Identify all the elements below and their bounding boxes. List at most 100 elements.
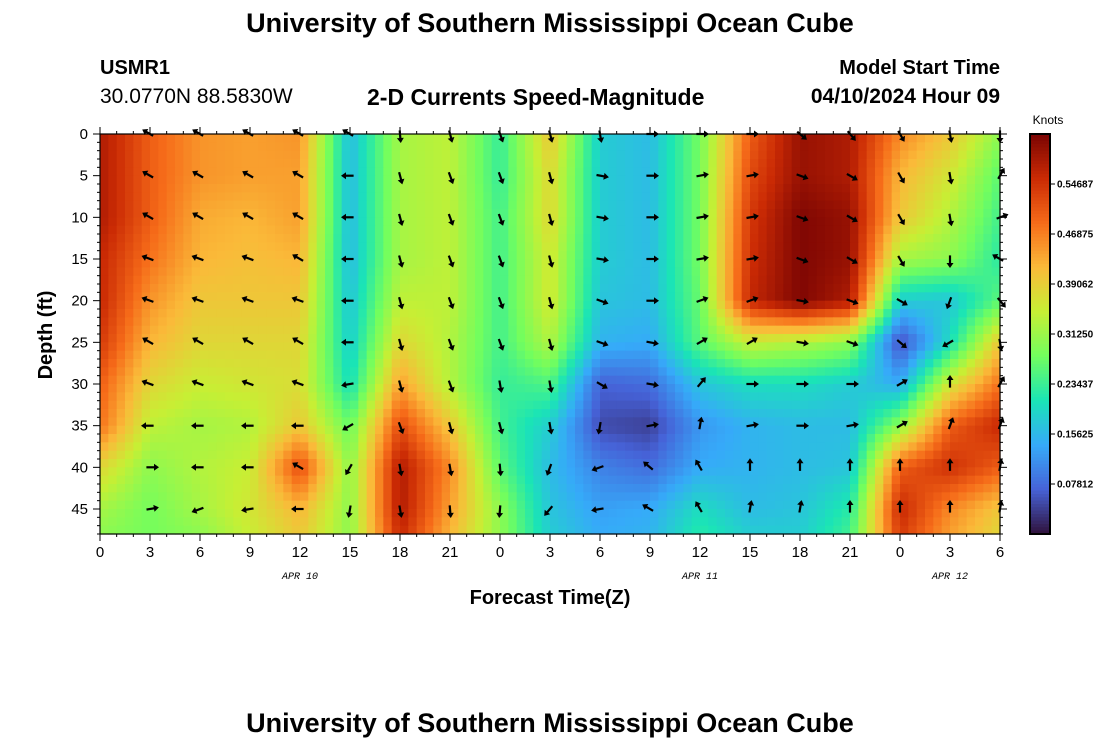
heatmap-cell — [475, 142, 484, 152]
heatmap-cell — [116, 217, 126, 227]
heatmap-cell — [325, 184, 334, 193]
heatmap-cell — [500, 459, 509, 468]
heatmap-cell — [616, 142, 626, 152]
heatmap-cell — [983, 375, 993, 385]
heatmap-cell — [808, 417, 818, 427]
heatmap-cell — [700, 492, 709, 502]
heatmap-cell — [666, 142, 676, 152]
heatmap-cell — [183, 342, 193, 352]
heatmap-cell — [216, 350, 226, 360]
heatmap-cell — [458, 142, 468, 152]
heatmap-cell — [916, 500, 926, 510]
heatmap-cell — [766, 184, 776, 193]
heatmap-cell — [533, 234, 543, 243]
heatmap-cell — [650, 392, 659, 402]
heatmap-cell — [475, 500, 484, 510]
heatmap-cell — [875, 192, 884, 202]
heatmap-cell — [375, 142, 384, 152]
heatmap-cell — [916, 425, 926, 435]
heatmap-cell — [283, 275, 293, 285]
heatmap-cell — [425, 475, 434, 485]
heatmap-cell — [458, 242, 468, 252]
heatmap-cell — [808, 475, 818, 485]
heatmap-cell — [966, 442, 976, 452]
heatmap-cell — [625, 292, 634, 302]
heatmap-cell — [925, 292, 934, 302]
heatmap-cell — [100, 434, 109, 443]
heatmap-cell — [391, 309, 401, 318]
heatmap-cell — [283, 434, 293, 443]
heatmap-cell — [433, 509, 443, 518]
heatmap-cell — [525, 350, 534, 360]
heatmap-cell — [508, 159, 518, 168]
heatmap-cell — [566, 225, 576, 235]
heatmap-cell — [683, 475, 693, 485]
heatmap-cell — [466, 459, 476, 468]
heatmap-cell — [341, 417, 351, 427]
heatmap-cell — [258, 267, 268, 277]
heatmap-cell — [816, 275, 826, 285]
heatmap-cell — [858, 167, 868, 177]
heatmap-cell — [958, 317, 968, 327]
heatmap-cell — [883, 417, 893, 427]
heatmap-cell — [225, 292, 234, 302]
heatmap-cell — [475, 250, 484, 260]
heatmap-cell — [808, 267, 818, 277]
heatmap-cell — [283, 300, 293, 310]
heatmap-cell — [683, 417, 693, 427]
heatmap-cell — [958, 492, 968, 502]
heatmap-cell — [533, 142, 543, 152]
heatmap-cell — [100, 417, 109, 427]
heatmap-cell — [883, 434, 893, 443]
heatmap-cell — [300, 309, 309, 318]
heatmap-cell — [575, 134, 584, 143]
heatmap-cell — [325, 459, 334, 468]
heatmap-cell — [908, 167, 918, 177]
heatmap-cell — [366, 334, 376, 343]
heatmap-cell — [125, 350, 134, 360]
heatmap-cell — [391, 334, 401, 343]
heatmap-cell — [833, 200, 843, 210]
heatmap-cell — [683, 267, 693, 277]
heatmap-cell — [541, 409, 551, 418]
heatmap-cell — [858, 142, 868, 152]
heatmap-cell — [150, 275, 159, 285]
heatmap-cell — [591, 217, 601, 227]
heatmap-cell — [800, 259, 809, 268]
heatmap-cell — [433, 467, 443, 477]
heatmap-cell — [675, 209, 684, 218]
heatmap-cell — [741, 317, 751, 327]
heatmap-cell — [666, 384, 676, 393]
heatmap-cell — [283, 217, 293, 227]
heatmap-cell — [291, 392, 301, 402]
heatmap-cell — [975, 275, 984, 285]
heatmap-cell — [825, 184, 834, 193]
heatmap-cell — [366, 134, 376, 143]
heatmap-cell — [191, 317, 201, 327]
heatmap-cell — [450, 367, 459, 377]
heatmap-cell — [775, 317, 784, 327]
heatmap-cell — [808, 334, 818, 343]
heatmap-cell — [408, 267, 418, 277]
heatmap-cell — [483, 400, 493, 410]
heatmap-cell — [183, 500, 193, 510]
heatmap-cell — [616, 459, 626, 468]
heatmap-cell — [800, 442, 809, 452]
heatmap-cell — [425, 409, 434, 418]
heatmap-cell — [325, 325, 334, 335]
heatmap-cell — [400, 317, 409, 327]
heatmap-cell — [750, 275, 759, 285]
heatmap-cell — [366, 225, 376, 235]
heatmap-cell — [508, 359, 518, 368]
heatmap-cell — [133, 359, 143, 368]
heatmap-cell — [725, 142, 734, 152]
heatmap-cell — [750, 392, 759, 402]
heatmap-cell — [833, 309, 843, 318]
heatmap-cell — [391, 242, 401, 252]
heatmap-cell — [408, 334, 418, 343]
heatmap-cell — [783, 209, 793, 218]
heatmap-cell — [575, 417, 584, 427]
heatmap-cell — [241, 434, 251, 443]
heatmap-cell — [758, 475, 768, 485]
heatmap-cell — [575, 325, 584, 335]
